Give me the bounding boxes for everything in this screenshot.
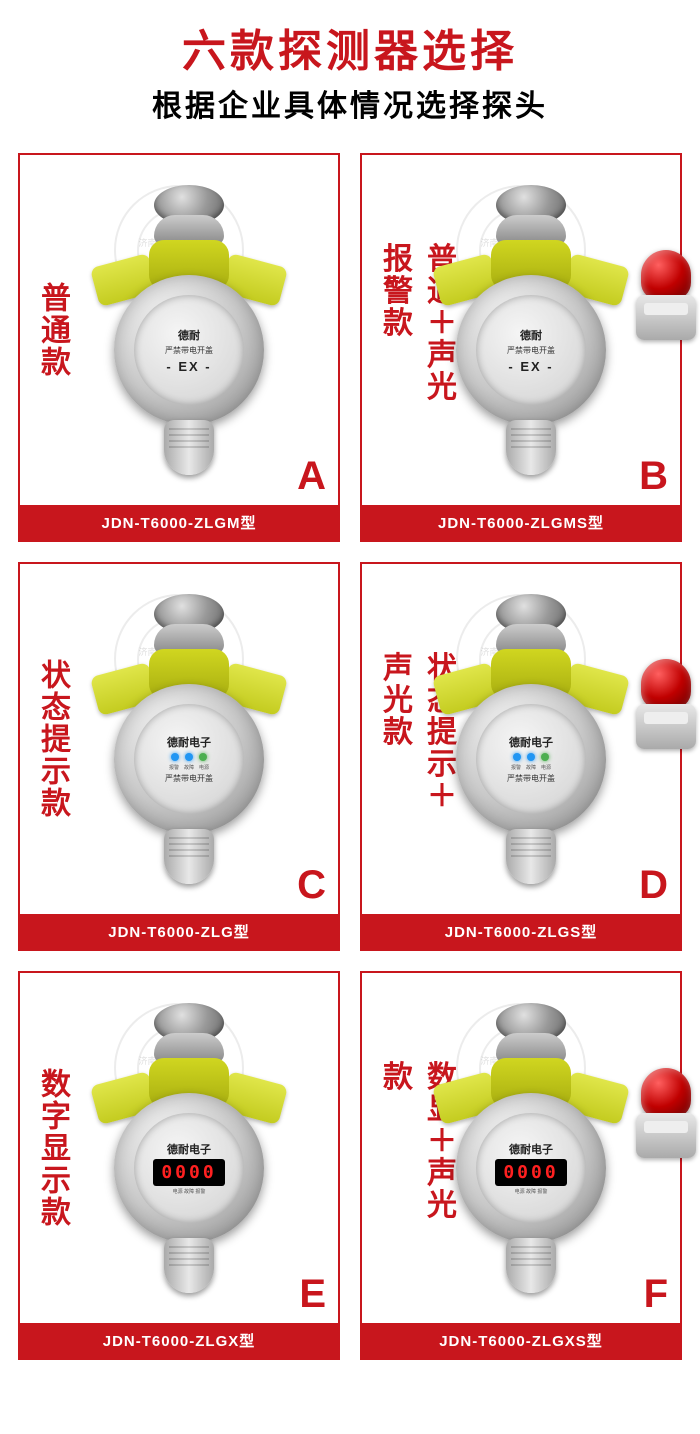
- product-card: 状态提示＋声光款消防认证济南德耐电子有限公司监测专家德耐电子报警故障电源严禁带电…: [360, 562, 682, 951]
- detector-device: 德耐电子报警故障电源严禁带电开盖: [89, 594, 289, 884]
- device-face: 德耐电子 0000 电源 故障 报警: [476, 1113, 586, 1223]
- beacon-base: [636, 1113, 696, 1158]
- page-title: 六款探测器选择: [0, 15, 700, 79]
- led-icon: [541, 753, 549, 761]
- detector-device: 德耐严禁带电开盖 - EX -: [89, 185, 289, 475]
- device-face: 德耐电子报警故障电源严禁带电开盖: [134, 704, 244, 814]
- card-body: 数显＋声光款消防认证济南德耐电子有限公司监测专家德耐电子0000电源 故障 报警…: [362, 973, 680, 1323]
- variant-letter: C: [297, 863, 326, 908]
- model-number: JDN-T6000-ZLGXS型: [362, 1323, 680, 1358]
- device-ex-mark: - EX -: [166, 359, 211, 374]
- digital-readout: 0000: [495, 1159, 566, 1186]
- device-ex-mark: - EX -: [508, 359, 553, 374]
- detector-device: 德耐严禁带电开盖 - EX -: [431, 185, 631, 475]
- device-face: 德耐电子 0000 电源 故障 报警: [134, 1113, 244, 1223]
- product-card: 普通＋声光报警款消防认证济南德耐电子有限公司监测专家德耐严禁带电开盖- EX -…: [360, 153, 682, 542]
- variant-letter: A: [297, 454, 326, 499]
- device-brand: 德耐电子: [509, 1141, 553, 1157]
- product-card: 状态提示款消防认证济南德耐电子有限公司监测专家德耐电子报警故障电源严禁带电开盖C…: [18, 562, 340, 951]
- beacon-base: [636, 295, 696, 340]
- device-brand: 德耐电子: [167, 1141, 211, 1157]
- variant-letter: F: [644, 1272, 668, 1317]
- beacon-dome-icon: [641, 1068, 691, 1118]
- led-icon: [171, 753, 179, 761]
- type-label: 数字显示款: [30, 1068, 74, 1228]
- readout-labels: 电源 故障 报警: [173, 1188, 206, 1195]
- led-icon: [199, 753, 207, 761]
- detector-device: 德耐电子报警故障电源严禁带电开盖: [431, 594, 631, 884]
- device-warning: 严禁带电开盖: [165, 773, 213, 784]
- detector-device: 德耐电子 0000 电源 故障 报警: [89, 1003, 289, 1293]
- model-number: JDN-T6000-ZLGS型: [362, 914, 680, 949]
- card-body: 状态提示＋声光款消防认证济南德耐电子有限公司监测专家德耐电子报警故障电源严禁带电…: [362, 564, 680, 914]
- led-labels: 报警故障电源: [511, 764, 551, 771]
- led-icon: [527, 753, 535, 761]
- beacon-dome-icon: [641, 659, 691, 709]
- alarm-beacon: [636, 659, 696, 749]
- device-probe: [506, 420, 556, 475]
- device-warning: 严禁带电开盖: [507, 773, 555, 784]
- device-face: 德耐电子报警故障电源严禁带电开盖: [476, 704, 586, 814]
- model-number: JDN-T6000-ZLGM型: [20, 505, 338, 540]
- alarm-beacon: [636, 250, 696, 340]
- card-body: 普通＋声光报警款消防认证济南德耐电子有限公司监测专家德耐严禁带电开盖- EX -…: [362, 155, 680, 505]
- device-brand: 德耐电子: [167, 734, 211, 750]
- type-label: 普通款: [30, 282, 74, 378]
- device-probe: [164, 1238, 214, 1293]
- detector-device: 德耐电子 0000 电源 故障 报警: [431, 1003, 631, 1293]
- model-number: JDN-T6000-ZLGMS型: [362, 505, 680, 540]
- card-body: 普通款消防认证济南德耐电子有限公司监测专家德耐严禁带电开盖- EX -A: [20, 155, 338, 505]
- device-face: 德耐严禁带电开盖 - EX -: [476, 295, 586, 405]
- digital-readout: 0000: [153, 1159, 224, 1186]
- status-leds: [513, 753, 549, 761]
- led-icon: [513, 753, 521, 761]
- device-warning: 严禁带电开盖: [165, 345, 213, 356]
- device-face: 德耐严禁带电开盖 - EX -: [134, 295, 244, 405]
- status-leds: [171, 753, 207, 761]
- page-header: 六款探测器选择 根据企业具体情况选择探头: [0, 0, 700, 135]
- device-probe: [164, 829, 214, 884]
- product-card: 数显＋声光款消防认证济南德耐电子有限公司监测专家德耐电子0000电源 故障 报警…: [360, 971, 682, 1360]
- product-card: 普通款消防认证济南德耐电子有限公司监测专家德耐严禁带电开盖- EX -AJDN-…: [18, 153, 340, 542]
- device-brand: 德耐电子: [509, 734, 553, 750]
- led-labels: 报警故障电源: [169, 764, 209, 771]
- device-warning: 严禁带电开盖: [507, 345, 555, 356]
- variant-letter: D: [639, 863, 668, 908]
- card-body: 状态提示款消防认证济南德耐电子有限公司监测专家德耐电子报警故障电源严禁带电开盖C: [20, 564, 338, 914]
- variant-letter: B: [639, 454, 668, 499]
- product-card: 数字显示款消防认证济南德耐电子有限公司监测专家德耐电子0000电源 故障 报警E…: [18, 971, 340, 1360]
- device-brand: 德耐: [178, 327, 200, 343]
- card-body: 数字显示款消防认证济南德耐电子有限公司监测专家德耐电子0000电源 故障 报警E: [20, 973, 338, 1323]
- device-probe: [506, 1238, 556, 1293]
- product-grid: 普通款消防认证济南德耐电子有限公司监测专家德耐严禁带电开盖- EX -AJDN-…: [0, 135, 700, 1378]
- variant-letter: E: [299, 1272, 326, 1317]
- model-number: JDN-T6000-ZLGX型: [20, 1323, 338, 1358]
- device-brand: 德耐: [520, 327, 542, 343]
- device-probe: [506, 829, 556, 884]
- led-icon: [185, 753, 193, 761]
- page-subtitle: 根据企业具体情况选择探头: [0, 81, 700, 125]
- device-probe: [164, 420, 214, 475]
- readout-labels: 电源 故障 报警: [515, 1188, 548, 1195]
- beacon-dome-icon: [641, 250, 691, 300]
- alarm-beacon: [636, 1068, 696, 1158]
- type-label: 状态提示款: [30, 659, 74, 819]
- beacon-base: [636, 704, 696, 749]
- model-number: JDN-T6000-ZLG型: [20, 914, 338, 949]
